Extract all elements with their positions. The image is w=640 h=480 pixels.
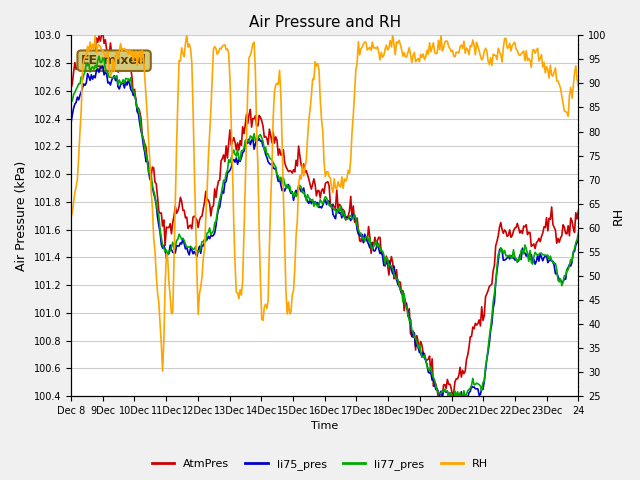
Legend: AtmPres, li75_pres, li77_pres, RH: AtmPres, li75_pres, li77_pres, RH xyxy=(147,455,493,474)
Title: Air Pressure and RH: Air Pressure and RH xyxy=(248,15,401,30)
X-axis label: Time: Time xyxy=(311,421,339,432)
Y-axis label: RH: RH xyxy=(612,207,625,225)
Text: EE_mixed: EE_mixed xyxy=(81,54,147,67)
Y-axis label: Air Pressure (kPa): Air Pressure (kPa) xyxy=(15,161,28,271)
